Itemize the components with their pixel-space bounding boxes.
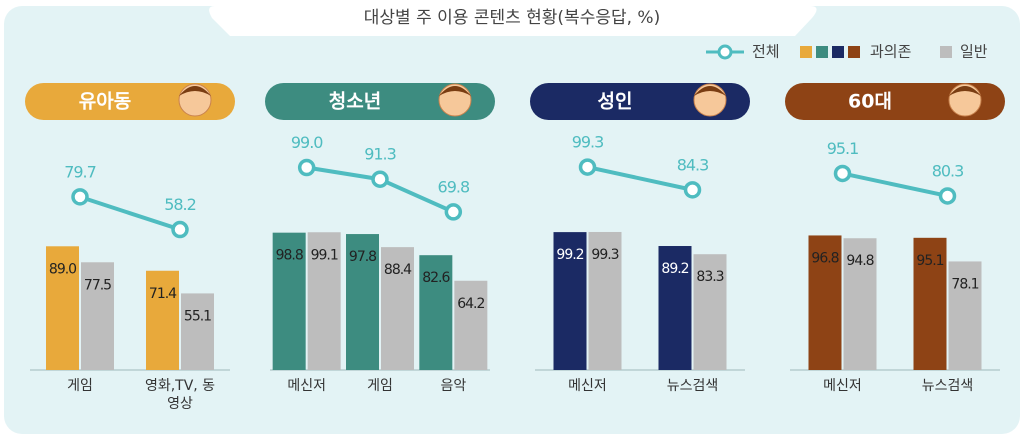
value-label: 99.3 [591,247,618,263]
total-marker [938,187,957,205]
hair-icon [179,86,211,96]
total-marker [578,158,597,176]
value-label: 98.8 [276,248,303,264]
bar [843,238,877,370]
total-marker [444,203,463,221]
value-label: 96.8 [811,250,838,266]
value-label: 82.6 [422,270,450,286]
x-tick-label: 게임 [67,378,93,394]
group-title: 성인 [598,91,633,113]
total-marker [71,188,89,206]
total-marker [371,170,389,188]
group-title: 청소년 [329,91,381,113]
bar [419,255,453,370]
x-tick-label: 게임 [367,378,393,394]
bar [146,270,179,370]
legend-swatch [816,46,828,58]
value-label: 95.1 [916,253,943,269]
value-label: 83.3 [696,269,723,285]
value-label: 71.4 [149,286,177,302]
x-tick-label: 메신저 [568,378,607,394]
group-header [530,83,750,120]
background [4,6,1020,434]
total-marker [171,220,189,239]
total-label: 69.8 [438,177,470,196]
legend-swatch [940,46,952,58]
bar [693,254,727,370]
total-label: 80.3 [932,161,964,180]
total-line [79,194,181,232]
bar [588,231,622,370]
bar [948,261,982,370]
total-line [842,171,948,198]
total-label: 95.1 [827,139,859,158]
value-label: 64.2 [457,296,484,312]
bar [181,293,214,370]
hair-icon [949,86,981,96]
bar [553,232,587,370]
total-marker [683,181,702,199]
value-label: 77.5 [84,277,111,293]
value-label: 55.1 [184,308,211,324]
total-marker [833,164,852,183]
bar [913,237,947,370]
bar [454,280,488,370]
value-label: 97.8 [349,249,376,265]
value-label: 89.0 [49,261,76,277]
x-tick-label: 뉴스검색 [921,378,974,394]
group-header [785,83,1005,120]
group-header [265,83,495,120]
title-tab [209,6,817,36]
value-label: 88.4 [384,262,412,278]
hair-icon [439,86,471,96]
total-marker [297,158,316,177]
group-title: 60대 [848,91,892,113]
total-label: 79.7 [64,162,96,181]
bar [272,232,306,370]
bar [346,234,379,370]
total-line [587,165,693,192]
legend-label: 과의존 [870,43,912,61]
hair-icon [694,86,726,96]
value-label: 94.8 [846,253,873,269]
value-label: 99.2 [556,247,583,263]
x-tick-label: 메신저 [287,378,326,394]
bar [307,232,341,370]
total-label: 99.0 [291,133,323,152]
total-label: 91.3 [364,145,396,164]
bar [808,235,842,370]
bar [46,246,79,370]
legend-label: 전체 [752,43,780,61]
group-title: 유아동 [79,91,131,113]
total-label: 99.3 [572,133,604,152]
bar [658,246,692,370]
value-label: 78.1 [951,276,978,292]
legend-label: 일반 [960,43,988,61]
bar [381,247,414,370]
bar [81,262,114,370]
total-label: 84.3 [677,155,709,174]
x-tick-label: 음악 [440,378,467,394]
x-tick-label: 뉴스검색 [666,378,719,394]
value-label: 99.1 [311,247,338,263]
value-label: 89.2 [661,261,688,277]
x-tick-label: 영화,TV, 동영상 [144,378,216,412]
x-tick-label: 메신저 [823,378,862,394]
legend-marker [717,44,733,60]
chart-title: 대상별 주 이용 콘텐츠 현황(복수응답, %) [364,8,660,28]
legend-swatch [800,46,812,58]
legend-swatch [832,46,844,58]
total-label: 58.2 [164,195,196,214]
legend-swatch [848,46,860,58]
